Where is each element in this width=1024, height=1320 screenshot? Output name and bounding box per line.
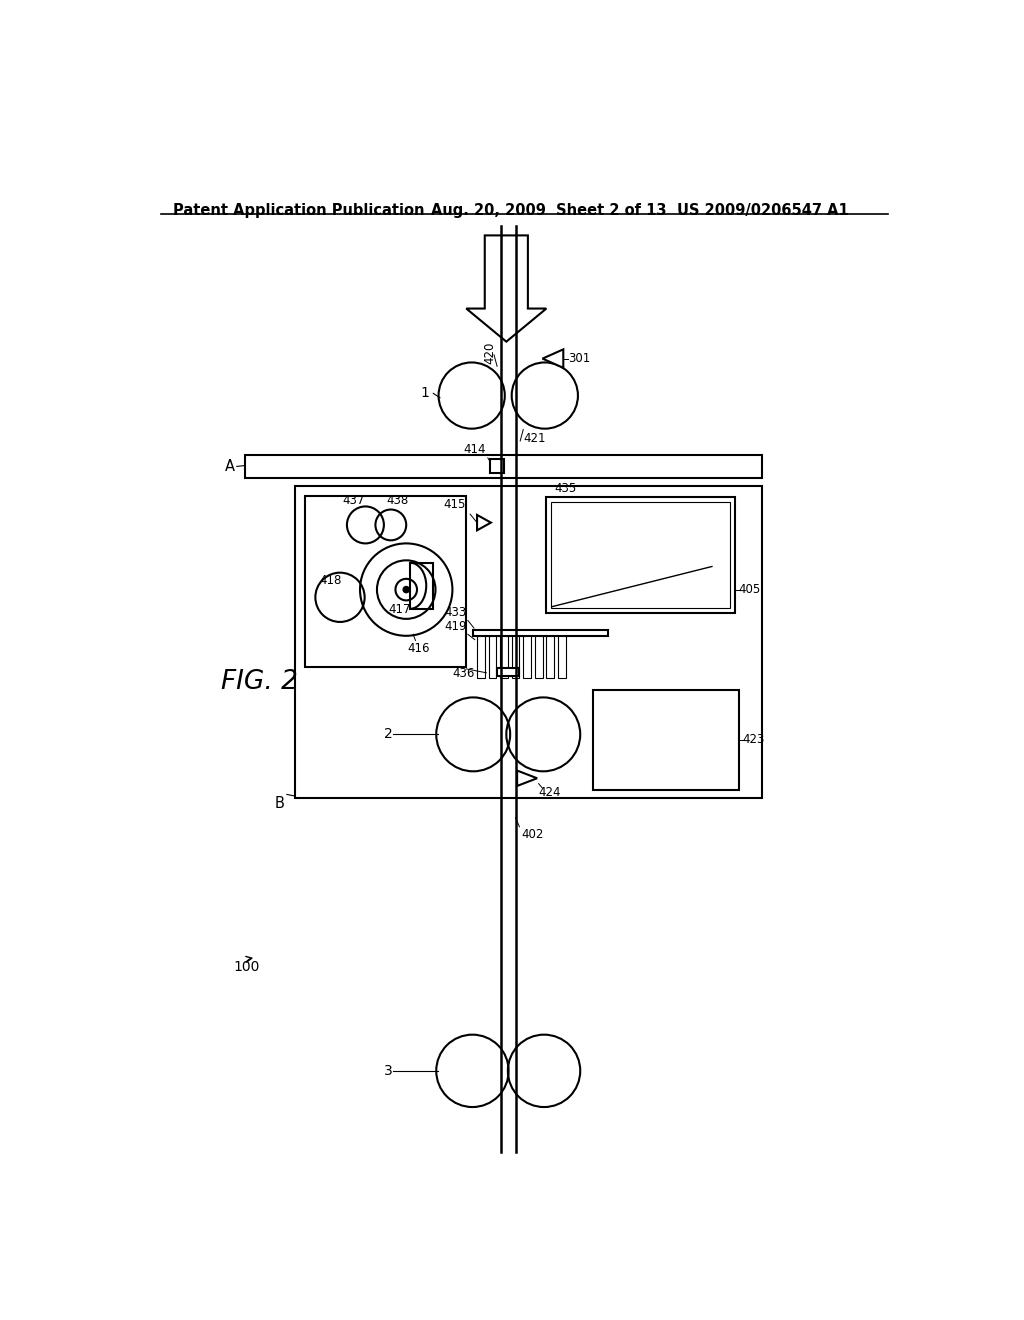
Bar [535,636,543,678]
Text: 423: 423 [742,733,765,746]
Text: 2: 2 [384,727,392,742]
Text: 100: 100 [233,960,259,974]
Text: A: A [224,459,234,474]
Text: 405: 405 [739,583,761,597]
Text: Patent Application Publication: Patent Application Publication [173,203,424,218]
Bar [500,636,508,678]
Bar [488,636,497,678]
Bar [477,636,484,678]
Text: 1: 1 [421,387,429,400]
Bar [295,486,762,797]
Bar [523,636,531,678]
Bar [593,689,739,789]
Bar [497,668,519,676]
Bar [490,459,504,473]
Text: FIG. 2: FIG. 2 [221,669,298,696]
Bar [473,630,608,636]
Text: 416: 416 [408,642,430,655]
Text: 415: 415 [443,498,466,511]
Text: 418: 418 [319,574,342,587]
Polygon shape [477,515,490,531]
Bar [547,498,735,612]
Text: 419: 419 [444,620,467,634]
Polygon shape [543,350,563,368]
Bar [547,636,554,678]
Bar [551,502,730,609]
Bar [512,636,519,678]
Text: 417: 417 [388,603,411,616]
Text: 421: 421 [523,432,546,445]
Bar [558,636,565,678]
Text: Aug. 20, 2009  Sheet 2 of 13: Aug. 20, 2009 Sheet 2 of 13 [431,203,667,218]
Text: 402: 402 [521,829,544,841]
Bar [410,562,433,609]
Bar [245,455,762,478]
Bar [305,496,466,667]
Text: US 2009/0206547 A1: US 2009/0206547 A1 [677,203,849,218]
Text: 433: 433 [444,606,467,619]
Text: B: B [274,796,285,810]
Circle shape [403,586,410,593]
Polygon shape [517,771,538,785]
Text: 436: 436 [453,667,475,680]
Text: 3: 3 [384,1064,392,1078]
Text: 424: 424 [539,785,561,799]
Polygon shape [466,235,547,342]
Text: 435: 435 [554,482,577,495]
Text: 414: 414 [464,442,486,455]
Text: 438: 438 [386,494,409,507]
Text: 437: 437 [343,494,365,507]
Text: 420: 420 [483,342,496,364]
Text: 301: 301 [568,352,590,366]
